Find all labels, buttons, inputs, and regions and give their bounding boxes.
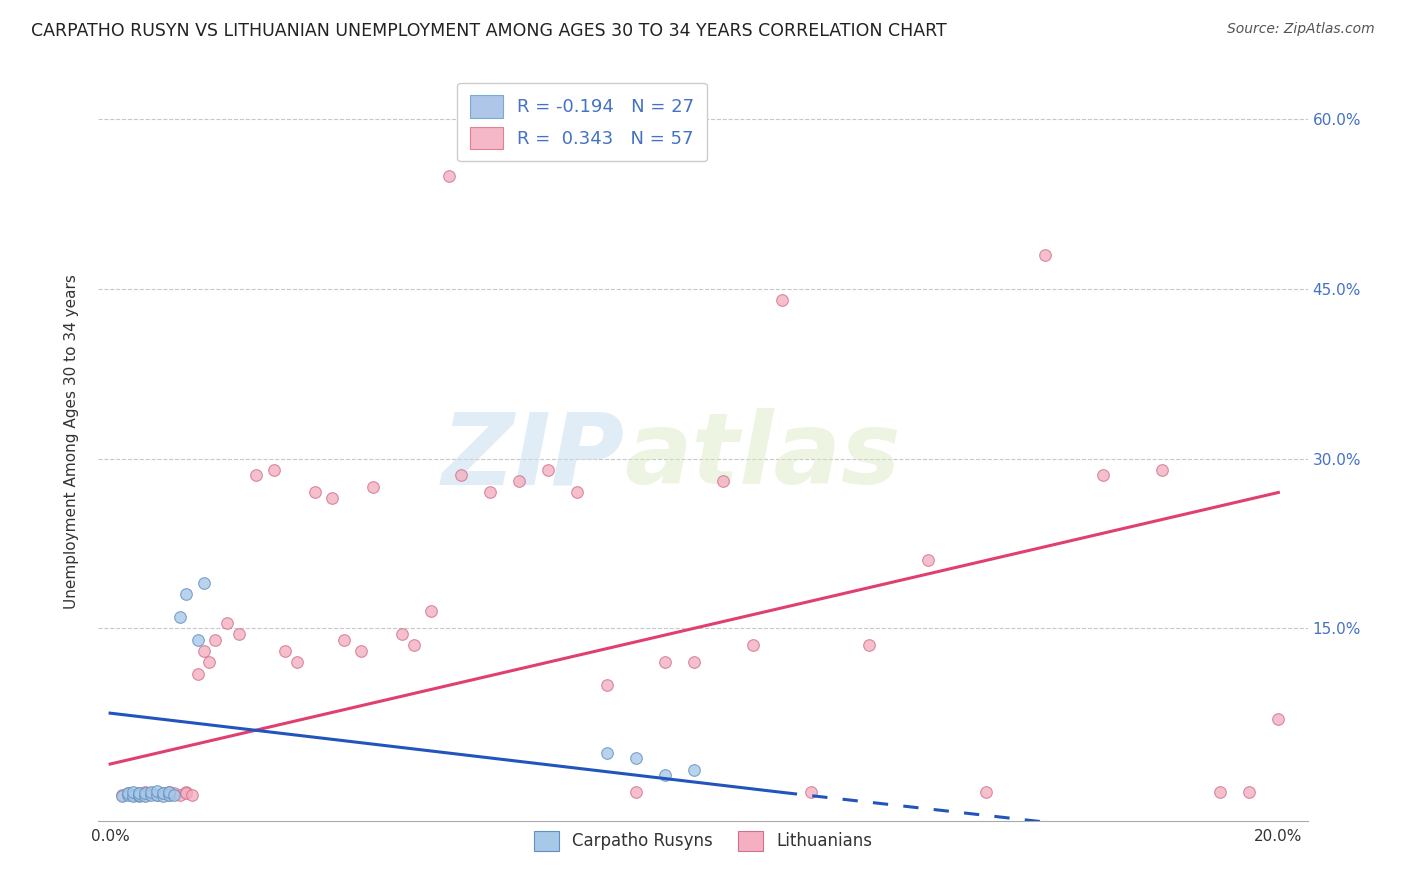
Point bbox=[157, 788, 180, 802]
Point bbox=[134, 788, 156, 802]
Point bbox=[800, 785, 823, 799]
Point bbox=[111, 788, 134, 802]
Point bbox=[157, 788, 180, 802]
Point bbox=[157, 785, 180, 799]
Point bbox=[1033, 248, 1056, 262]
Point bbox=[163, 788, 186, 802]
Point bbox=[134, 787, 156, 801]
Point bbox=[174, 587, 197, 601]
Point bbox=[152, 787, 174, 801]
Point bbox=[361, 480, 384, 494]
Point bbox=[654, 655, 676, 669]
Point bbox=[595, 746, 617, 760]
Point bbox=[157, 785, 180, 799]
Point bbox=[402, 638, 425, 652]
Point bbox=[228, 627, 250, 641]
Point bbox=[858, 638, 880, 652]
Point bbox=[128, 787, 150, 801]
Point bbox=[537, 463, 560, 477]
Point bbox=[139, 788, 162, 802]
Point bbox=[683, 655, 706, 669]
Point bbox=[567, 485, 589, 500]
Text: ZIP: ZIP bbox=[441, 409, 624, 505]
Point bbox=[198, 655, 221, 669]
Point bbox=[193, 576, 215, 591]
Point bbox=[169, 610, 191, 624]
Point bbox=[770, 293, 793, 307]
Point bbox=[134, 789, 156, 803]
Point bbox=[215, 615, 238, 630]
Point bbox=[1150, 463, 1173, 477]
Text: CARPATHO RUSYN VS LITHUANIAN UNEMPLOYMENT AMONG AGES 30 TO 34 YEARS CORRELATION : CARPATHO RUSYN VS LITHUANIAN UNEMPLOYMEN… bbox=[31, 22, 946, 40]
Point bbox=[128, 789, 150, 803]
Point bbox=[332, 632, 354, 647]
Point bbox=[174, 785, 197, 799]
Point bbox=[117, 787, 139, 801]
Point bbox=[450, 468, 472, 483]
Point bbox=[117, 787, 139, 801]
Point bbox=[117, 788, 139, 802]
Point bbox=[193, 644, 215, 658]
Point bbox=[1237, 785, 1260, 799]
Point bbox=[139, 787, 162, 801]
Point bbox=[204, 632, 226, 647]
Y-axis label: Unemployment Among Ages 30 to 34 years: Unemployment Among Ages 30 to 34 years bbox=[65, 274, 79, 609]
Point bbox=[139, 785, 162, 799]
Point bbox=[304, 485, 326, 500]
Point bbox=[146, 784, 169, 798]
Point bbox=[122, 785, 145, 799]
Point bbox=[624, 785, 647, 799]
Point bbox=[437, 169, 460, 183]
Point bbox=[391, 627, 413, 641]
Point bbox=[595, 678, 617, 692]
Point bbox=[180, 788, 202, 802]
Point bbox=[654, 768, 676, 782]
Point bbox=[169, 788, 191, 802]
Point bbox=[508, 474, 530, 488]
Point bbox=[163, 787, 186, 801]
Point bbox=[146, 788, 169, 802]
Point bbox=[187, 632, 209, 647]
Point bbox=[420, 604, 443, 618]
Point bbox=[683, 763, 706, 777]
Point bbox=[122, 788, 145, 802]
Point bbox=[713, 474, 735, 488]
Point bbox=[741, 638, 763, 652]
Point bbox=[128, 788, 150, 802]
Text: Source: ZipAtlas.com: Source: ZipAtlas.com bbox=[1227, 22, 1375, 37]
Point bbox=[321, 491, 343, 505]
Point bbox=[478, 485, 501, 500]
Point bbox=[285, 655, 308, 669]
Point bbox=[1209, 785, 1232, 799]
Point bbox=[152, 789, 174, 803]
Point bbox=[146, 788, 169, 802]
Point bbox=[111, 789, 134, 803]
Point bbox=[263, 463, 285, 477]
Point bbox=[187, 666, 209, 681]
Point bbox=[245, 468, 267, 483]
Point bbox=[1092, 468, 1115, 483]
Legend: Carpatho Rusyns, Lithuanians: Carpatho Rusyns, Lithuanians bbox=[527, 824, 879, 858]
Point bbox=[624, 751, 647, 765]
Point bbox=[974, 785, 997, 799]
Point bbox=[128, 787, 150, 801]
Point bbox=[917, 553, 939, 567]
Point bbox=[1267, 712, 1289, 726]
Text: atlas: atlas bbox=[624, 409, 901, 505]
Point bbox=[350, 644, 373, 658]
Point bbox=[134, 785, 156, 799]
Point bbox=[174, 787, 197, 801]
Point bbox=[122, 789, 145, 803]
Point bbox=[152, 787, 174, 801]
Point bbox=[274, 644, 297, 658]
